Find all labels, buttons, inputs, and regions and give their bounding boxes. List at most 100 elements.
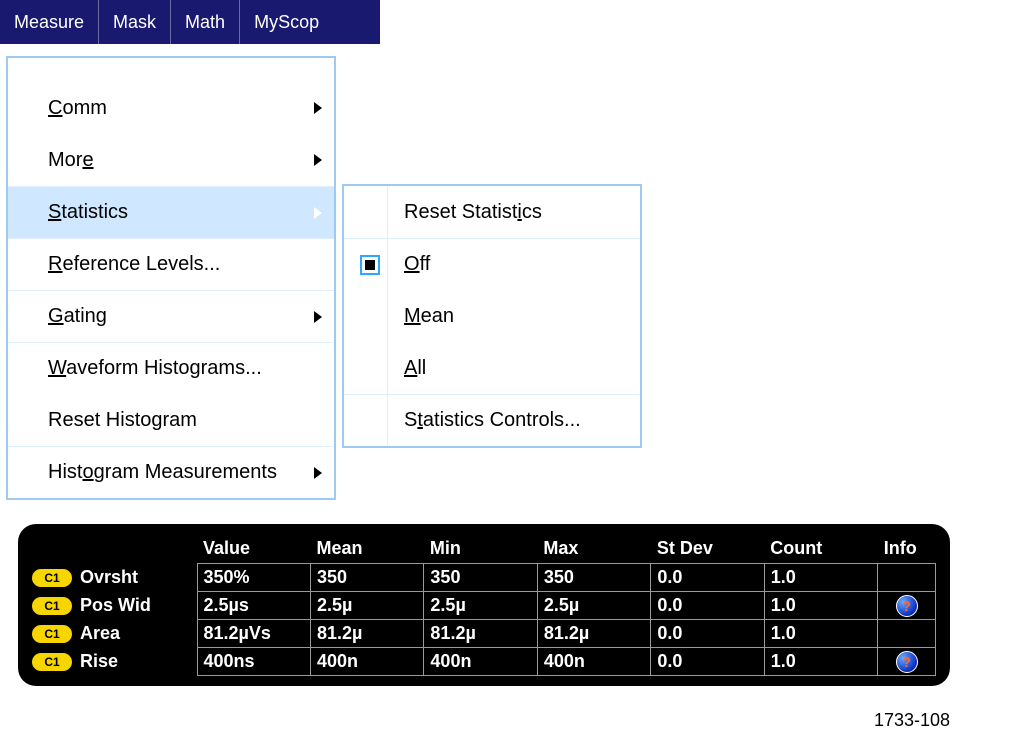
menubar-item-myscope[interactable]: MyScop	[240, 0, 327, 44]
submenu-radio-cell	[352, 239, 388, 290]
submenu-item-reset-statistics[interactable]: Reset Statistics	[344, 186, 640, 238]
menu-item-waveform-histograms[interactable]: Waveform Histograms...	[8, 342, 334, 394]
table-header-value: Value	[197, 534, 310, 564]
table-header-info: Info	[878, 534, 936, 564]
menu-item-label: Comm	[48, 97, 107, 120]
submenu-radio-cell	[352, 395, 388, 446]
table-row: C1Ovrsht350%3503503500.01.0	[32, 564, 936, 592]
submenu-item-label: Off	[388, 253, 430, 276]
menubar-item-math[interactable]: Math	[171, 0, 240, 44]
channel-badge: C1	[32, 597, 72, 615]
row-header-ovrsht: C1 Ovrsht	[32, 564, 197, 592]
submenu-item-all[interactable]: All	[344, 342, 640, 394]
info-icon[interactable]: ?	[896, 595, 918, 617]
menu-item-more[interactable]: More	[8, 134, 334, 186]
table-header-stdev: St Dev	[651, 534, 764, 564]
submenu-radio-cell	[352, 290, 388, 342]
table-row: C1Rise400ns400n400n400n0.01.0?	[32, 648, 936, 676]
menu-item-histogram-measurements[interactable]: Histogram Measurements	[8, 446, 334, 498]
menu-item-comm[interactable]: Comm	[8, 82, 334, 134]
cell-max: 81.2µ	[537, 620, 650, 648]
row-name: Ovrsht	[80, 567, 138, 587]
radio-selected-icon	[360, 255, 380, 275]
cell-value: 2.5µs	[197, 592, 310, 620]
row-header-pos-wid: C1 Pos Wid	[32, 592, 197, 620]
channel-badge: C1	[32, 569, 72, 587]
cell-max: 2.5µ	[537, 592, 650, 620]
menubar-item-measure[interactable]: Measure	[0, 0, 99, 44]
cell-stdev: 0.0	[651, 564, 764, 592]
table-row: C1Area81.2µVs81.2µ81.2µ81.2µ0.01.0	[32, 620, 936, 648]
submenu-arrow-icon	[314, 311, 322, 323]
submenu-item-mean[interactable]: Mean	[344, 290, 640, 342]
row-header-area: C1Area	[32, 620, 197, 648]
menu-item-gating[interactable]: Gating	[8, 290, 334, 342]
table-header-blank	[32, 534, 197, 564]
cell-min: 2.5µ	[424, 592, 537, 620]
submenu-item-off[interactable]: Off	[344, 238, 640, 290]
cell-info	[878, 620, 936, 648]
table-row: C1Pos Wid2.5µs2.5µ2.5µ2.5µ0.01.0?	[32, 592, 936, 620]
cell-mean: 350	[310, 564, 423, 592]
menu-item-label: Reference Levels...	[48, 253, 220, 276]
menu-item-statistics[interactable]: Statistics	[8, 186, 334, 238]
menu-item-label: Reset Histogram	[48, 409, 197, 432]
cell-count: 1.0	[764, 648, 877, 676]
cell-count: 1.0	[764, 620, 877, 648]
menubar-item-mask[interactable]: Mask	[99, 0, 171, 44]
cell-min: 81.2µ	[424, 620, 537, 648]
submenu-arrow-icon	[314, 102, 322, 114]
row-header-rise: C1 Rise	[32, 648, 197, 676]
table-header-max: Max	[537, 534, 650, 564]
cell-value: 350%	[197, 564, 310, 592]
submenu-radio-cell	[352, 342, 388, 394]
measurement-panel: Value Mean Min Max St Dev Count Info C1 O…	[18, 524, 950, 686]
submenu-arrow-icon	[314, 207, 322, 219]
cell-min: 350	[424, 564, 537, 592]
cell-info[interactable]: ?	[878, 648, 936, 676]
statistics-submenu: Reset Statistics Off Mean All Statistics Con…	[342, 184, 642, 448]
info-icon[interactable]: ?	[896, 651, 918, 673]
submenu-item-label: Mean	[388, 305, 454, 328]
cell-info[interactable]: ?	[878, 592, 936, 620]
submenu-item-label: Reset Statistics	[388, 201, 542, 224]
submenu-radio-cell	[352, 186, 388, 238]
channel-badge: C1	[32, 653, 72, 671]
cell-min: 400n	[424, 648, 537, 676]
menu-item-label: More	[48, 149, 94, 172]
cell-stdev: 0.0	[651, 620, 764, 648]
menu-item-label: Histogram Measurements	[48, 461, 277, 484]
row-name: Rise	[80, 651, 118, 671]
submenu-arrow-icon	[314, 467, 322, 479]
cell-info	[878, 564, 936, 592]
menu-item-label: Gating	[48, 305, 107, 328]
table-header-min: Min	[424, 534, 537, 564]
submenu-arrow-icon	[314, 154, 322, 166]
menu-item-label: Statistics	[48, 201, 128, 224]
cell-count: 1.0	[764, 564, 877, 592]
submenu-item-label: All	[388, 357, 426, 380]
cell-value: 81.2µVs	[197, 620, 310, 648]
row-name: Pos Wid	[80, 595, 151, 615]
cell-count: 1.0	[764, 592, 877, 620]
cell-max: 400n	[537, 648, 650, 676]
cell-stdev: 0.0	[651, 648, 764, 676]
measure-dropdown: Comm More Statistics Reference Levels... Gat…	[6, 56, 336, 500]
menu-item-reset-histogram[interactable]: Reset Histogram	[8, 394, 334, 446]
figure-label: 1733-108	[874, 710, 950, 731]
menubar: Measure Mask Math MyScop	[0, 0, 380, 44]
cell-stdev: 0.0	[651, 592, 764, 620]
row-name: Area	[80, 623, 120, 643]
table-header-row: Value Mean Min Max St Dev Count Info	[32, 534, 936, 564]
menu-item-reference-levels[interactable]: Reference Levels...	[8, 238, 334, 290]
table-header-mean: Mean	[310, 534, 423, 564]
cell-mean: 2.5µ	[310, 592, 423, 620]
submenu-item-label: Statistics Controls...	[388, 409, 581, 432]
menu-item-label: Waveform Histograms...	[48, 357, 262, 380]
cell-max: 350	[537, 564, 650, 592]
measurement-table: Value Mean Min Max St Dev Count Info C1 O…	[32, 534, 936, 676]
cell-mean: 81.2µ	[310, 620, 423, 648]
cell-value: 400ns	[197, 648, 310, 676]
submenu-item-statistics-controls[interactable]: Statistics Controls...	[344, 394, 640, 446]
cell-mean: 400n	[310, 648, 423, 676]
